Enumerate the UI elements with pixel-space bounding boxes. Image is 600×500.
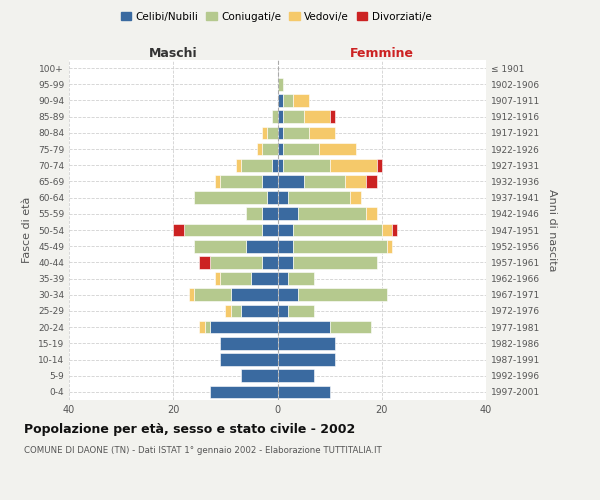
Bar: [277, 159, 283, 172]
Bar: [288, 192, 350, 204]
Bar: [220, 175, 262, 188]
Bar: [205, 321, 210, 334]
Bar: [277, 321, 329, 334]
Bar: [345, 175, 366, 188]
Bar: [262, 175, 277, 188]
Bar: [277, 337, 335, 349]
Bar: [262, 256, 277, 268]
Bar: [220, 337, 277, 349]
Y-axis label: Anni di nascita: Anni di nascita: [547, 188, 557, 271]
Bar: [184, 224, 262, 236]
Bar: [241, 159, 272, 172]
Bar: [277, 175, 304, 188]
Bar: [199, 256, 210, 268]
Bar: [298, 288, 387, 301]
Bar: [293, 94, 309, 107]
Bar: [329, 110, 335, 123]
Bar: [319, 142, 356, 156]
Bar: [257, 142, 262, 156]
Bar: [293, 224, 382, 236]
Bar: [215, 272, 220, 285]
Bar: [392, 224, 397, 236]
Y-axis label: Fasce di età: Fasce di età: [22, 197, 32, 263]
Bar: [226, 304, 230, 318]
Bar: [293, 240, 387, 252]
Bar: [173, 224, 184, 236]
Bar: [298, 208, 366, 220]
Bar: [230, 288, 277, 301]
Bar: [262, 142, 277, 156]
Bar: [277, 240, 293, 252]
Bar: [277, 370, 314, 382]
Bar: [277, 272, 288, 285]
Bar: [199, 321, 205, 334]
Bar: [366, 175, 377, 188]
Bar: [230, 304, 241, 318]
Bar: [277, 78, 283, 90]
Bar: [382, 224, 392, 236]
Bar: [283, 94, 293, 107]
Bar: [262, 208, 277, 220]
Text: Popolazione per età, sesso e stato civile - 2002: Popolazione per età, sesso e stato civil…: [24, 422, 355, 436]
Bar: [277, 353, 335, 366]
Bar: [210, 386, 277, 398]
Bar: [251, 272, 277, 285]
Bar: [304, 175, 345, 188]
Bar: [277, 288, 298, 301]
Bar: [220, 272, 251, 285]
Text: Femmine: Femmine: [350, 47, 414, 60]
Bar: [277, 386, 329, 398]
Text: COMUNE DI DAONE (TN) - Dati ISTAT 1° gennaio 2002 - Elaborazione TUTTITALIA.IT: COMUNE DI DAONE (TN) - Dati ISTAT 1° gen…: [24, 446, 382, 455]
Bar: [262, 224, 277, 236]
Bar: [329, 159, 377, 172]
Bar: [277, 126, 283, 139]
Bar: [220, 353, 277, 366]
Bar: [246, 208, 262, 220]
Bar: [194, 240, 246, 252]
Bar: [350, 192, 361, 204]
Bar: [210, 321, 277, 334]
Bar: [377, 159, 382, 172]
Bar: [283, 142, 319, 156]
Legend: Celibi/Nubili, Coniugati/e, Vedovi/e, Divorziati/e: Celibi/Nubili, Coniugati/e, Vedovi/e, Di…: [116, 8, 436, 26]
Bar: [241, 370, 277, 382]
Bar: [210, 256, 262, 268]
Bar: [272, 159, 277, 172]
Bar: [262, 126, 267, 139]
Bar: [189, 288, 194, 301]
Bar: [288, 272, 314, 285]
Bar: [241, 304, 277, 318]
Bar: [283, 159, 329, 172]
Bar: [272, 110, 277, 123]
Bar: [277, 94, 283, 107]
Bar: [329, 321, 371, 334]
Bar: [277, 304, 288, 318]
Bar: [277, 192, 288, 204]
Bar: [277, 142, 283, 156]
Bar: [194, 288, 230, 301]
Bar: [309, 126, 335, 139]
Bar: [277, 110, 283, 123]
Bar: [277, 224, 293, 236]
Bar: [366, 208, 377, 220]
Bar: [267, 126, 277, 139]
Bar: [267, 192, 277, 204]
Bar: [277, 256, 293, 268]
Bar: [215, 175, 220, 188]
Bar: [277, 208, 298, 220]
Text: Maschi: Maschi: [149, 47, 197, 60]
Bar: [304, 110, 329, 123]
Bar: [293, 256, 377, 268]
Bar: [236, 159, 241, 172]
Bar: [194, 192, 267, 204]
Bar: [283, 110, 304, 123]
Bar: [246, 240, 277, 252]
Bar: [288, 304, 314, 318]
Bar: [387, 240, 392, 252]
Bar: [283, 126, 309, 139]
